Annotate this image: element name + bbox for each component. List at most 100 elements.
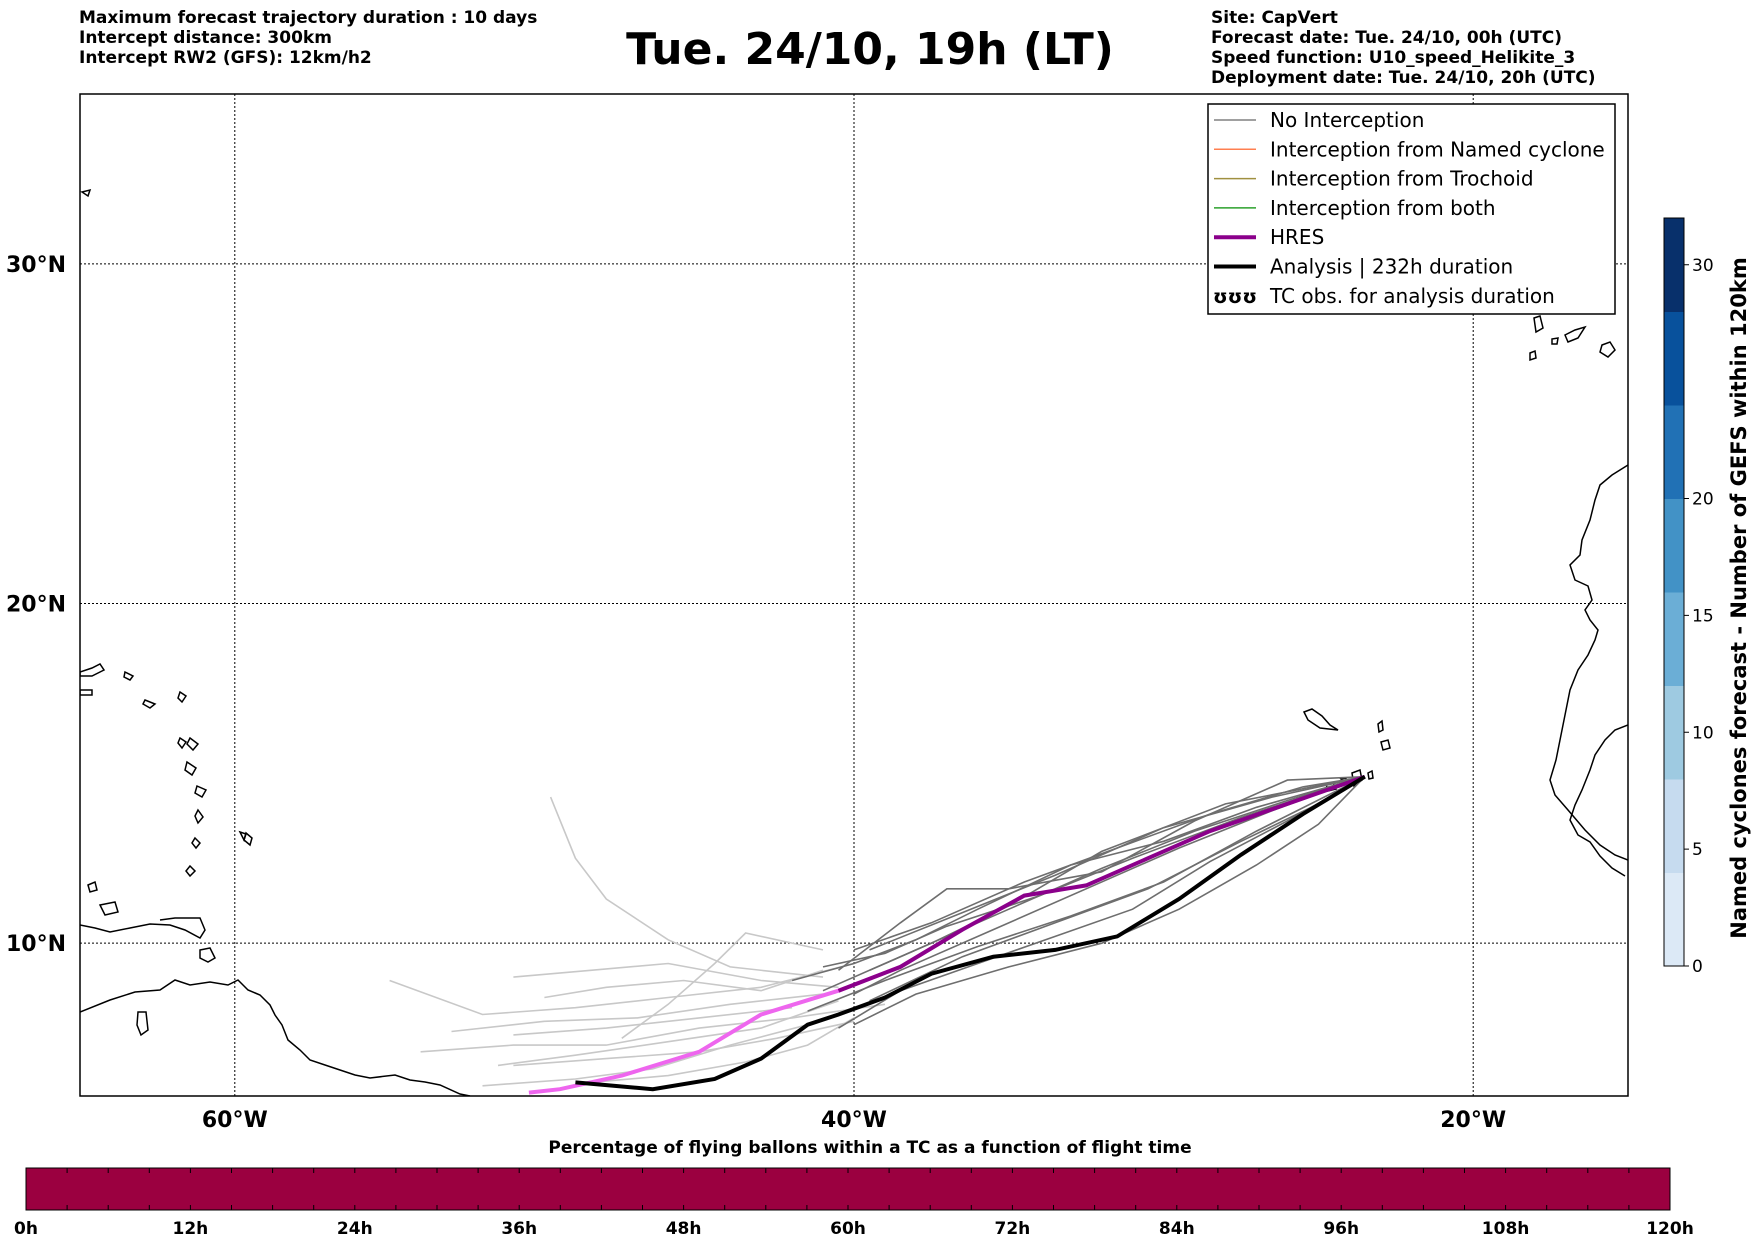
colorbar-segment [1664,685,1684,780]
colorbar-segment [1664,872,1684,967]
ensemble-trajectory [838,776,1366,1029]
antilles-11 [142,699,157,709]
ensemble-trajectory-faded [621,932,824,1039]
bottom-colorbar-tick-label: 120h [1646,1219,1694,1239]
bottom-colorbar-tick-label: 96h [1323,1219,1359,1239]
bottom-colorbar-tick-label: 24h [337,1219,373,1239]
ensemble-trajectory-faded [549,796,824,978]
ensemble-trajectory-faded [513,1006,793,1036]
lat-tick-label: 10°N [6,932,66,957]
antilles-4 [191,836,202,850]
header-right: Site: CapVert Forecast date: Tue. 24/10,… [1211,8,1596,88]
antilles-7 [186,736,200,752]
antilles-6 [184,760,197,777]
canary-2 [1564,325,1587,343]
africa-coast [1549,464,1628,861]
colorbar-segment [1664,405,1684,499]
capeverde-1 [1302,708,1339,731]
coastlines [80,188,1628,1096]
venezuela-coast [80,917,206,939]
lon-tick-label: 60°W [202,1108,268,1133]
ensemble-trajectory-faded [389,962,855,1016]
colorbar-right-label: Named cyclones forecast - Number of GEFS… [1727,257,1751,938]
antilles-9 [80,663,106,677]
colorbar-tick-label: 30 [1692,256,1714,276]
colorbar-tick-label: 20 [1692,490,1714,510]
ensemble-trajectory [822,775,1366,968]
ensemble-trajectory-faded [513,962,839,989]
antilles-12 [177,690,188,704]
legend-item-label: Interception from both [1270,196,1496,220]
puerto-rico [80,689,93,696]
canary-5 [1551,337,1559,345]
guinea-coast [1569,724,1628,877]
lat-tick-label: 20°N [6,592,66,617]
colorbar-tick-label: 15 [1692,606,1714,626]
header-left-line-1: Maximum forecast trajectory duration : 1… [79,8,538,28]
header-right-line-1: Site: CapVert [1211,8,1338,28]
legend-item-label: Interception from Named cyclone [1270,137,1605,161]
bottom-colorbar-tick-label: 0h [14,1219,38,1239]
ensemble-trajectory [807,775,1366,1012]
legend: No Interception Interception from Named c… [1207,103,1616,315]
island-c [87,880,98,893]
hres-trajectory [837,774,1366,993]
legend-item-label: Interception from Trochoid [1270,167,1534,191]
bottom-colorbar-tick-label: 72h [995,1219,1031,1239]
canary-4 [1529,349,1537,362]
colorbar-segment [1664,779,1684,873]
ensemble-trajectory-faded [482,1023,808,1087]
bottom-colorbar-tick-label: 108h [1482,1219,1530,1239]
colorbar-tick-label: 0 [1692,957,1703,977]
lon-tick-label: 20°W [1440,1108,1506,1133]
colorbar-tick-label: 10 [1692,723,1714,743]
capeverde-3 [1380,739,1391,751]
legend-item-label: TC obs. for analysis duration [1269,284,1555,308]
colorbar-tick-label: 5 [1692,840,1703,860]
map-title: Tue. 24/10, 19h (LT) [626,24,1114,75]
island-a [136,1011,149,1037]
colorbar-segment [1664,311,1684,406]
tc-obs-symbol-icon: ʊʊʊ [1213,286,1257,308]
ensemble-trajectory-faded [420,1003,886,1053]
ensemble-trajectory [838,775,1365,971]
ensemble-trajectory [853,775,1366,995]
svg-text:ʊʊʊ: ʊʊʊ [1213,286,1257,308]
antilles-5 [185,864,197,878]
ensemble-trajectory [869,775,1365,951]
analysis-trajectory [575,774,1366,1092]
antilles-13 [238,830,247,842]
lat-tick-label: 30°N [6,253,66,278]
colorbar-segment [1664,218,1684,312]
colorbar-bottom-title: Percentage of flying ballons within a TC… [548,1138,1192,1158]
antilles-10 [123,670,135,681]
legend-item-label: Analysis | 232h duration [1270,255,1513,279]
colorbar-right: 0 5 10 15 20 30 [1663,217,1714,977]
header-right-line-4: Deployment date: Tue. 24/10, 20h (UTC) [1211,68,1596,88]
colorbar-segment [1664,498,1684,593]
bottom-colorbar-tick-label: 84h [1159,1219,1195,1239]
header-left-line-2: Intercept distance: 300km [79,28,332,48]
ensemble-trajectory [869,775,1365,972]
antilles-2 [194,784,208,799]
bottom-colorbar-tick-label: 36h [501,1219,537,1239]
canary-1 [1533,315,1544,334]
legend-item-label: HRES [1270,225,1324,249]
colorbar-frame [1663,217,1685,967]
antilles-3 [194,808,204,825]
ensemble-trajectory-faded [544,969,824,999]
bottom-colorbar-tick-label: 48h [666,1219,702,1239]
island-b [98,901,119,916]
legend-item-label: No Interception [1270,108,1424,132]
lon-tick-label: 40°W [821,1108,887,1133]
header-right-line-3: Speed function: U10_speed_Helikite_3 [1211,48,1576,68]
colorbar-bottom [25,1167,1671,1211]
ensemble-trajectory [853,776,1366,1026]
ensemble-trajectory-faded [497,1000,839,1067]
header-left-line-3: Intercept RW2 (GFS): 12km/h2 [79,48,372,68]
ensemble-trajectory-faded [590,1017,855,1084]
ensemble-trajectory-faded [451,993,824,1033]
header-right-line-2: Forecast date: Tue. 24/10, 00h (UTC) [1211,28,1562,48]
bottom-colorbar-tick-label: 12h [173,1219,209,1239]
